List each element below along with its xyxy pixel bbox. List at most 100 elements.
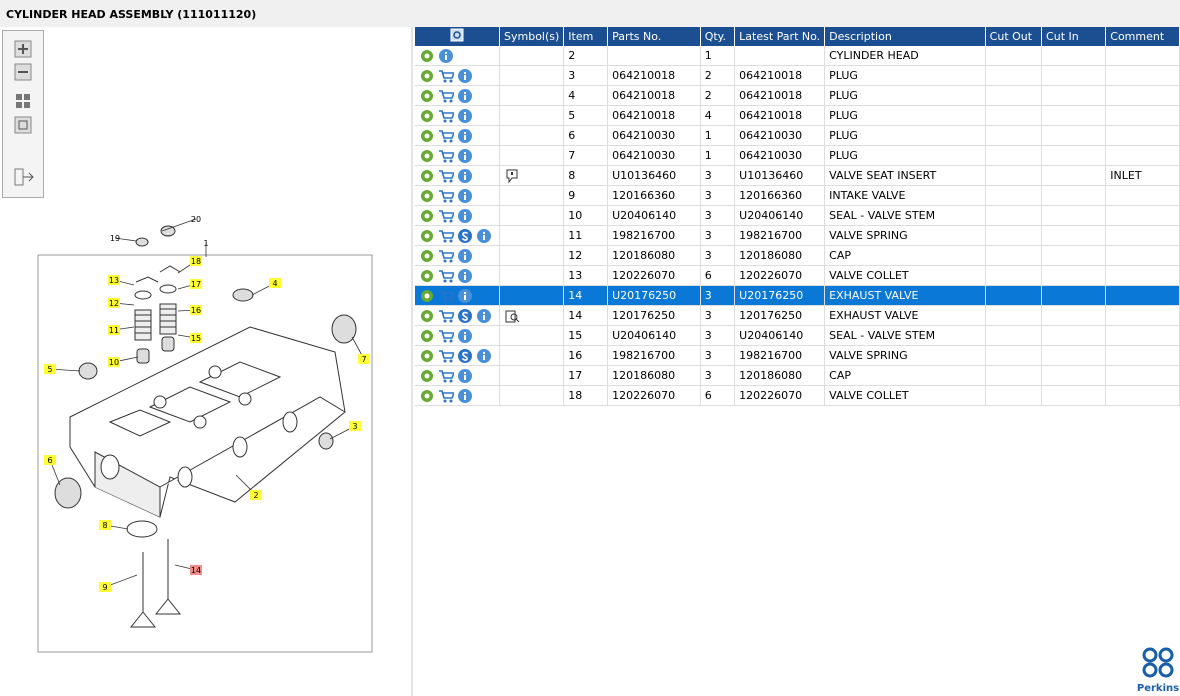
callout-label[interactable]: 10 — [109, 358, 119, 367]
gear-icon[interactable] — [419, 288, 435, 304]
gear-icon[interactable] — [419, 128, 435, 144]
callout-label[interactable]: 6 — [47, 456, 52, 465]
gear-icon[interactable] — [419, 88, 435, 104]
callout-label[interactable]: 9 — [102, 583, 107, 592]
part-row[interactable]: 10 U20406140 3 U20406140 SEAL - VALVE STEM — [415, 205, 1180, 226]
cart-icon[interactable] — [438, 368, 456, 384]
info-icon[interactable] — [476, 308, 492, 324]
cart-icon[interactable] — [438, 208, 456, 224]
gear-icon[interactable] — [419, 108, 435, 124]
search-header[interactable] — [415, 27, 500, 46]
callout-label[interactable]: 17 — [191, 280, 201, 289]
column-header[interactable]: Item — [563, 27, 609, 46]
callout-label[interactable]: 14 — [191, 566, 201, 575]
part-row[interactable]: 4 064210018 2 064210018 PLUG — [415, 85, 1180, 106]
zoom-out[interactable] — [14, 63, 32, 81]
part-row[interactable]: 15 U20406140 3 U20406140 SEAL - VALVE STEM — [415, 325, 1180, 346]
callout-label[interactable]: 11 — [109, 326, 119, 335]
callout-label[interactable]: 4 — [272, 279, 277, 288]
part-row[interactable]: 18 120226070 6 120226070 VALVE COLLET — [415, 385, 1180, 406]
column-header[interactable]: Qty. — [700, 27, 736, 46]
gear-icon[interactable] — [419, 388, 435, 404]
gear-icon[interactable] — [419, 248, 435, 264]
cart-icon[interactable] — [438, 348, 456, 364]
gear-icon[interactable] — [419, 188, 435, 204]
callout-label[interactable]: 16 — [191, 306, 201, 315]
gear-icon[interactable] — [419, 168, 435, 184]
info-icon[interactable] — [457, 128, 473, 144]
info-icon[interactable] — [457, 88, 473, 104]
cart-icon[interactable] — [438, 88, 456, 104]
part-row[interactable]: 12 120186080 3 120186080 CAP — [415, 245, 1180, 266]
part-row[interactable]: 9 120166360 3 120166360 INTAKE VALVE — [415, 185, 1180, 206]
gear-icon[interactable] — [419, 228, 435, 244]
cart-icon[interactable] — [438, 128, 456, 144]
cart-icon[interactable] — [438, 108, 456, 124]
cart-icon[interactable] — [438, 148, 456, 164]
s-icon[interactable] — [457, 308, 473, 324]
cart-icon[interactable] — [438, 228, 456, 244]
gear-icon[interactable] — [419, 208, 435, 224]
info-icon[interactable] — [457, 188, 473, 204]
info-icon[interactable] — [457, 368, 473, 384]
s-icon[interactable] — [457, 228, 473, 244]
cart-icon[interactable] — [438, 188, 456, 204]
callout-label[interactable]: 12 — [109, 299, 119, 308]
info-icon[interactable] — [457, 388, 473, 404]
info-icon[interactable] — [457, 288, 473, 304]
info-icon[interactable] — [476, 348, 492, 364]
info-icon[interactable] — [457, 208, 473, 224]
info-icon[interactable] — [457, 248, 473, 264]
part-row[interactable]: 17 120186080 3 120186080 CAP — [415, 365, 1180, 386]
info-icon[interactable] — [457, 108, 473, 124]
part-row[interactable]: 6 064210030 1 064210030 PLUG — [415, 125, 1180, 146]
callout-label[interactable]: 18 — [191, 257, 201, 266]
info-icon[interactable] — [457, 148, 473, 164]
part-row[interactable]: 11 198216700 3 198216700 VALVE SPRING — [415, 225, 1180, 246]
part-row[interactable]: 3 064210018 2 064210018 PLUG — [415, 65, 1180, 86]
column-header[interactable]: Symbol(s) — [499, 27, 565, 46]
column-header[interactable]: Latest Part No. — [734, 27, 826, 46]
part-row[interactable]: 2 1 CYLINDER HEAD — [415, 46, 1180, 66]
callout-label[interactable]: 2 — [253, 491, 258, 500]
info-icon[interactable] — [457, 268, 473, 284]
actual-size[interactable] — [14, 116, 32, 134]
info-icon[interactable] — [438, 48, 454, 64]
cart-icon[interactable] — [438, 248, 456, 264]
gear-icon[interactable] — [419, 368, 435, 384]
info-icon[interactable] — [457, 168, 473, 184]
gear-icon[interactable] — [419, 308, 435, 324]
callout-label[interactable]: 13 — [109, 276, 119, 285]
callout-label[interactable]: 7 — [361, 355, 366, 364]
part-row[interactable]: 5 064210018 4 064210018 PLUG — [415, 105, 1180, 126]
callout-label[interactable]: 20 — [191, 215, 201, 224]
zoom-in[interactable] — [14, 40, 32, 58]
cart-icon[interactable] — [438, 288, 456, 304]
fit[interactable] — [16, 94, 30, 108]
cart-icon[interactable] — [438, 308, 456, 324]
cart-icon[interactable] — [438, 328, 456, 344]
column-header[interactable]: Comment — [1105, 27, 1180, 46]
part-row[interactable]: 14 120176250 3 120176250 EXHAUST VALVE — [415, 305, 1180, 326]
column-header[interactable]: Cut In — [1041, 27, 1107, 46]
info-icon[interactable] — [457, 68, 473, 84]
info-icon[interactable] — [457, 328, 473, 344]
callout-label[interactable]: 19 — [110, 234, 120, 243]
gear-icon[interactable] — [419, 148, 435, 164]
column-header[interactable]: Cut Out — [985, 27, 1043, 46]
callout-label[interactable]: 3 — [352, 422, 357, 431]
gear-icon[interactable] — [419, 48, 435, 64]
callout-label[interactable]: 1 — [203, 239, 208, 248]
part-row[interactable]: 14 U20176250 3 U20176250 EXHAUST VALVE — [415, 285, 1180, 306]
callout-label[interactable]: 8 — [102, 521, 107, 530]
cart-icon[interactable] — [438, 68, 456, 84]
export[interactable] — [14, 168, 34, 186]
s-icon[interactable] — [457, 348, 473, 364]
part-row[interactable]: 13 120226070 6 120226070 VALVE COLLET — [415, 265, 1180, 286]
part-row[interactable]: 7 064210030 1 064210030 PLUG — [415, 145, 1180, 166]
info-icon[interactable] — [476, 228, 492, 244]
pin-icon[interactable] — [504, 168, 520, 184]
part-row[interactable]: 16 198216700 3 198216700 VALVE SPRING — [415, 345, 1180, 366]
cart-icon[interactable] — [438, 168, 456, 184]
gear-icon[interactable] — [419, 68, 435, 84]
